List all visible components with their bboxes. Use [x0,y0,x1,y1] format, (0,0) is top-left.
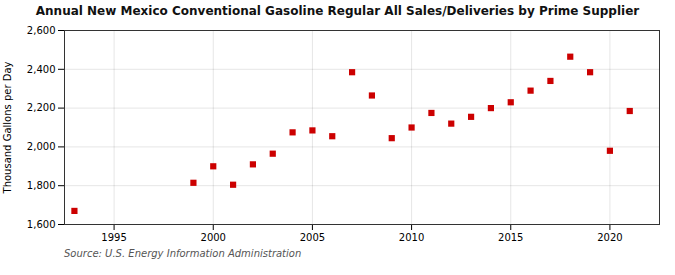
svg-text:2,200: 2,200 [27,102,56,113]
html-text:Source: U.S. Energy Informatio: Source: U.S. Energy Information Administ… [64,248,302,259]
svg-text:1,600: 1,600 [27,219,56,230]
svg-text:2020: 2020 [597,232,622,243]
svg-text:2,400: 2,400 [27,64,56,75]
svg-text:Thousand Gallons per Day: Thousand Gallons per Day [2,61,13,194]
svg-text:2015: 2015 [498,232,523,243]
svg-text:2005: 2005 [300,232,325,243]
svg-text:2,600: 2,600 [27,25,56,36]
svg-text:2010: 2010 [399,232,424,243]
svg-text:2,000: 2,000 [27,141,56,152]
svg-text:1995: 1995 [101,232,126,243]
svg-text:2000: 2000 [201,232,226,243]
html-text:Annual New Mexico Conventional: Annual New Mexico Conventional Gasoline … [35,4,640,18]
svg-text:1,800: 1,800 [27,180,56,191]
